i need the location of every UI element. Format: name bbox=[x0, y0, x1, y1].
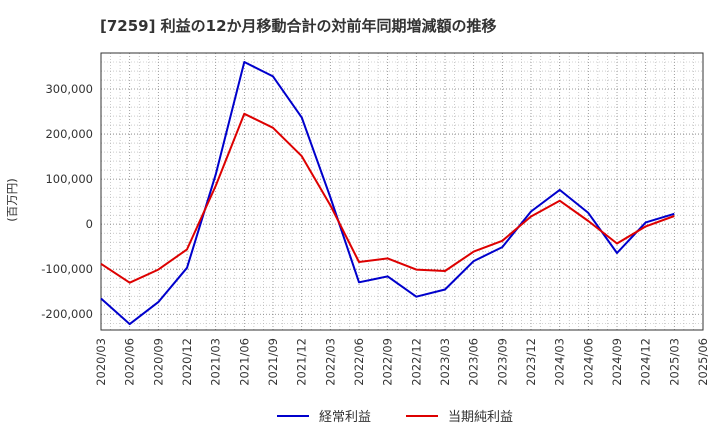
y-tick-label: 0 bbox=[86, 217, 93, 231]
x-tick-label: 2022/03 bbox=[323, 338, 337, 386]
legend-label: 当期純利益 bbox=[448, 410, 513, 425]
plot-area bbox=[101, 53, 703, 330]
plot-frame bbox=[100, 52, 704, 331]
x-tick-label: 2023/06 bbox=[467, 338, 481, 386]
series-lines bbox=[100, 61, 675, 326]
x-tick-label: 2021/09 bbox=[266, 338, 280, 386]
x-tick-label: 2020/06 bbox=[123, 338, 137, 386]
y-tick-label: 300,000 bbox=[45, 82, 93, 96]
x-tick-label: 2021/06 bbox=[237, 338, 251, 386]
x-tick-label: 2021/03 bbox=[209, 338, 223, 386]
series-line-経常利益 bbox=[100, 61, 675, 326]
x-tick-label: 2020/12 bbox=[180, 338, 194, 386]
x-tick-label: 2021/12 bbox=[295, 338, 309, 386]
x-tick-label: 2022/09 bbox=[381, 338, 395, 386]
x-tick-label: 2020/09 bbox=[151, 338, 165, 386]
legend-label: 経常利益 bbox=[319, 410, 371, 425]
x-tick-label: 2024/06 bbox=[581, 338, 595, 386]
x-tick-label: 2024/03 bbox=[553, 338, 567, 386]
x-tick-label: 2022/06 bbox=[352, 338, 366, 386]
x-tick-label: 2023/09 bbox=[495, 338, 509, 386]
x-tick-label: 2025/06 bbox=[696, 338, 710, 386]
y-tick-label: 200,000 bbox=[45, 127, 93, 141]
y-axis-label: (百万円) bbox=[5, 178, 19, 221]
legend: 経常利益 当期純利益 bbox=[277, 410, 513, 425]
x-tick-label: 2024/12 bbox=[639, 338, 653, 386]
axes: -200,000 -100,000 0 100,000 200,000 300,000 20… bbox=[41, 52, 710, 386]
y-tick-label: -200,000 bbox=[41, 307, 93, 321]
x-tick-label: 2025/03 bbox=[667, 338, 681, 386]
x-tick-label: 2023/12 bbox=[524, 338, 538, 386]
x-tick-label: 2022/12 bbox=[409, 338, 423, 386]
x-tick-label: 2023/03 bbox=[438, 338, 452, 386]
x-tick-label: 2024/09 bbox=[610, 338, 624, 386]
x-tick-label: 2020/03 bbox=[94, 338, 108, 386]
y-tick-label: -100,000 bbox=[41, 262, 93, 276]
chart-title: [7259] 利益の12か月移動合計の対前年同期増減額の推移 bbox=[100, 17, 497, 35]
y-tick-label: 100,000 bbox=[45, 172, 93, 186]
series-line-当期純利益 bbox=[100, 112, 675, 284]
